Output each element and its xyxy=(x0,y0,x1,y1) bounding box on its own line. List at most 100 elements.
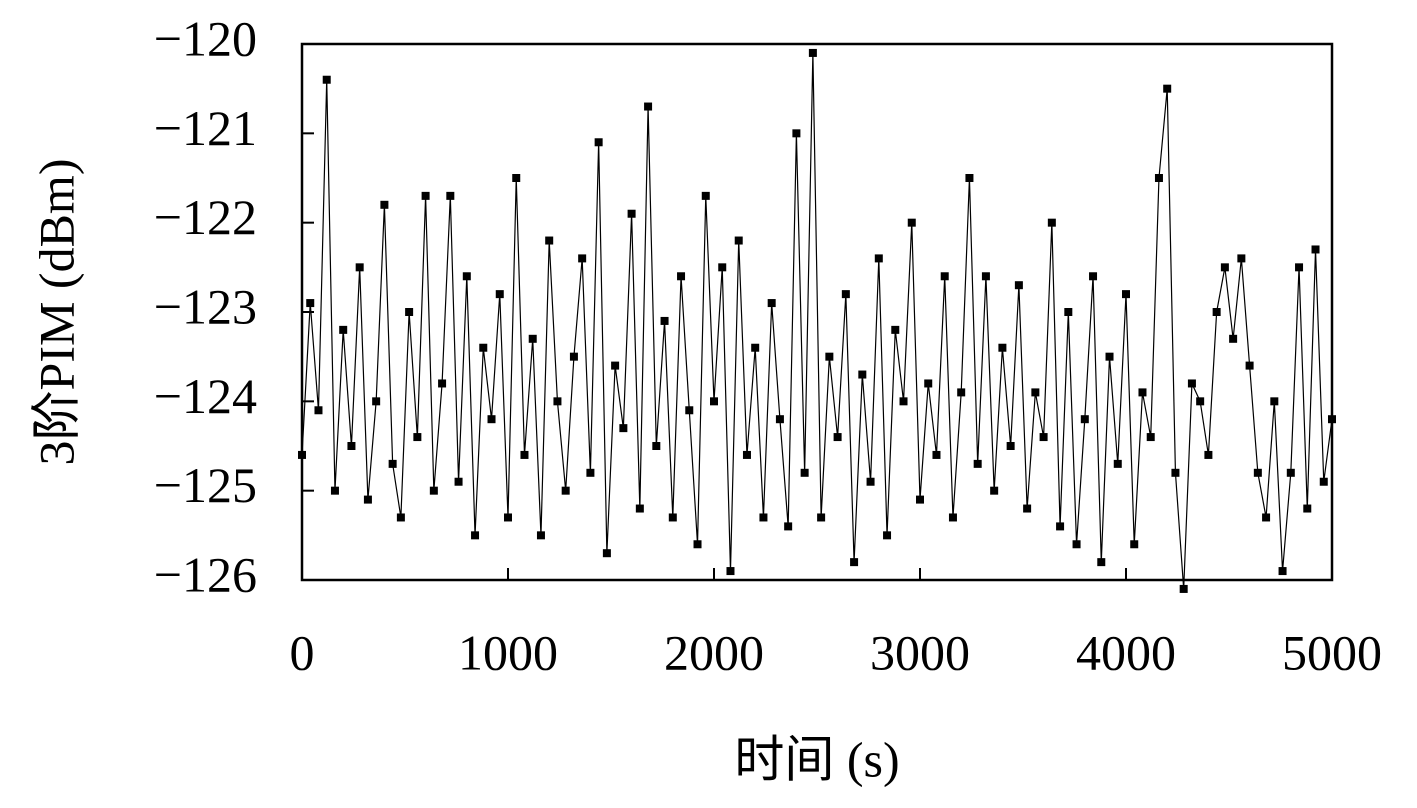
data-line xyxy=(301,52,1333,589)
data-point xyxy=(520,450,529,459)
data-point xyxy=(1130,540,1139,549)
data-point xyxy=(677,272,686,281)
data-point xyxy=(1204,450,1213,459)
y-tick-label: −121 xyxy=(154,100,257,156)
y-tick-label: −123 xyxy=(154,278,257,334)
data-point xyxy=(553,397,562,406)
data-point xyxy=(1006,442,1015,450)
data-point xyxy=(471,531,480,540)
data-point xyxy=(866,477,875,486)
data-point xyxy=(438,379,447,388)
data-point xyxy=(940,272,949,281)
data-point xyxy=(850,558,859,567)
data-point xyxy=(891,325,900,334)
data-point xyxy=(306,299,315,308)
data-point xyxy=(1262,513,1271,522)
data-point xyxy=(1089,272,1098,281)
data-point xyxy=(536,531,545,540)
data-point xyxy=(487,415,496,424)
data-point xyxy=(1163,84,1172,93)
data-point xyxy=(932,450,941,459)
data-point xyxy=(1113,459,1122,468)
data-point xyxy=(710,397,718,406)
data-point xyxy=(1229,334,1238,343)
data-point xyxy=(495,290,504,299)
data-point xyxy=(429,486,438,495)
data-point xyxy=(413,433,422,442)
data-point xyxy=(594,138,603,147)
data-point xyxy=(907,218,916,227)
data-point xyxy=(363,495,372,504)
data-point xyxy=(817,513,826,522)
data-point xyxy=(635,504,644,513)
data-point xyxy=(446,191,455,200)
data-point xyxy=(981,272,990,281)
y-axis-label: 3阶PIM (dBm) xyxy=(28,159,84,466)
data-point xyxy=(1154,174,1163,182)
data-point xyxy=(718,263,727,272)
data-point xyxy=(611,361,620,370)
data-point xyxy=(858,370,867,379)
data-point xyxy=(1072,540,1081,549)
x-tick-label: 2000 xyxy=(664,624,764,680)
data-point xyxy=(1056,522,1065,531)
data-point xyxy=(1047,218,1056,227)
data-point xyxy=(396,513,405,522)
data-point xyxy=(1080,415,1089,424)
data-point xyxy=(578,254,587,263)
data-point xyxy=(1286,468,1295,477)
data-point xyxy=(421,191,430,200)
plot-frame xyxy=(300,42,1334,582)
data-point xyxy=(948,513,957,522)
y-tick-label: −120 xyxy=(154,10,257,66)
data-point xyxy=(701,191,710,200)
data-point xyxy=(619,424,628,433)
data-point xyxy=(569,352,578,361)
data-point xyxy=(1311,245,1320,254)
x-tick-label: 0 xyxy=(290,624,315,680)
y-tick-label: −125 xyxy=(154,457,257,513)
data-point xyxy=(1014,281,1023,290)
x-tick-label: 4000 xyxy=(1076,624,1176,680)
data-point xyxy=(792,129,801,138)
data-point xyxy=(405,308,414,316)
data-point xyxy=(1122,290,1130,299)
data-point xyxy=(751,343,760,352)
data-point xyxy=(1023,504,1032,513)
data-point xyxy=(1237,254,1246,263)
data-point xyxy=(1220,263,1229,272)
data-point xyxy=(1171,468,1180,477)
data-point xyxy=(924,379,933,388)
data-point xyxy=(833,433,842,442)
data-point xyxy=(800,468,809,477)
data-point xyxy=(784,522,793,531)
data-point xyxy=(504,513,512,522)
data-point xyxy=(454,477,463,486)
data-point xyxy=(339,325,348,334)
data-point xyxy=(652,442,661,450)
data-point xyxy=(388,459,397,468)
x-axis-label: 时间 (s) xyxy=(734,731,899,787)
y-tick-label: −126 xyxy=(154,546,257,602)
data-point xyxy=(1031,388,1040,397)
data-point xyxy=(1146,433,1155,442)
data-point xyxy=(627,209,636,218)
y-tick-label: −122 xyxy=(154,189,257,245)
data-point xyxy=(841,290,850,299)
data-point xyxy=(825,352,834,361)
data-point xyxy=(586,468,595,477)
y-tick-label: −124 xyxy=(154,368,257,424)
data-point xyxy=(808,48,817,57)
data-point xyxy=(1138,388,1147,397)
data-point xyxy=(767,299,776,308)
data-point xyxy=(883,531,892,540)
data-point xyxy=(1039,433,1048,442)
data-point xyxy=(1187,379,1196,388)
data-point xyxy=(1295,263,1304,272)
data-point xyxy=(1196,397,1205,406)
x-tick-label: 1000 xyxy=(458,624,558,680)
data-point xyxy=(545,236,554,245)
data-point xyxy=(1253,468,1262,477)
data-point xyxy=(1270,397,1279,406)
data-point xyxy=(528,334,537,343)
